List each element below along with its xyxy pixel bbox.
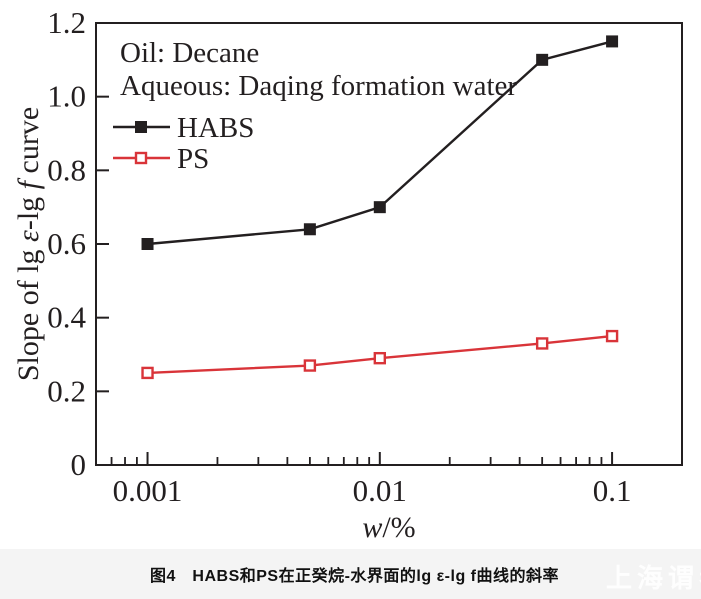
legend-marker-filled-square (135, 121, 147, 133)
y-tick-label: 0.8 (47, 152, 86, 187)
legend-marker-open-square (134, 151, 148, 165)
annotation-line: Oil: Decane (120, 37, 259, 69)
y-tick-label: 0.4 (47, 300, 86, 335)
y-axis: 0 0.2 0.4 0.6 0.8 1.0 1.2 Slope of lg ε-lg f cu… (12, 5, 109, 482)
y-tick-label: 0.6 (47, 226, 86, 261)
habs-series (141, 35, 619, 250)
plot-frame (95, 22, 683, 466)
habs-marker (373, 201, 386, 214)
x-axis: 0.001 0.01 0.1 w/% (110, 452, 632, 544)
chart-canvas: 0.001 0.01 0.1 w/% 0 0.2 0.4 0.6 0.8 1.0 1.2 Slope … (12, 5, 683, 544)
x-tick-label: 0.1 (593, 473, 632, 508)
x-tick-label: 0.001 (113, 473, 183, 508)
figure-caption: 图4 HABS和PS在正癸烷-水界面的lg ε-lg f曲线的斜率 (150, 568, 559, 585)
y-tick-label: 0.2 (47, 373, 86, 408)
watermark-text: 上海谓者 (606, 563, 701, 593)
annotation-line: Aqueous: Daqing formation water (120, 70, 517, 102)
ps-marker (373, 351, 387, 365)
habs-marker (606, 35, 619, 48)
habs-marker (141, 238, 154, 250)
ps-marker (535, 337, 549, 350)
ps-series (141, 329, 619, 380)
y-tick-label: 1.0 (47, 79, 86, 114)
chart-area: 0.001 0.01 0.1 w/% 0 0.2 0.4 0.6 0.8 1.0 1.2 Slope … (12, 5, 683, 544)
x-tick-label: 0.01 (353, 473, 407, 508)
habs-marker (303, 223, 316, 236)
y-axis-title: Slope of lg ε-lg f curve (12, 107, 45, 381)
x-axis-title: w/% (362, 511, 415, 544)
y-tick-label: 0 (71, 447, 87, 482)
legend-label: HABS (177, 112, 254, 144)
y-tick-label: 1.2 (47, 5, 86, 40)
caption-strip: 图4 HABS和PS在正癸烷-水界面的lg ε-lg f曲线的斜率 上海谓者 (0, 549, 701, 599)
ps-marker (303, 359, 317, 372)
ps-marker (605, 329, 619, 343)
legend-label: PS (177, 143, 209, 175)
ps-marker (141, 366, 154, 380)
habs-marker (536, 53, 549, 66)
